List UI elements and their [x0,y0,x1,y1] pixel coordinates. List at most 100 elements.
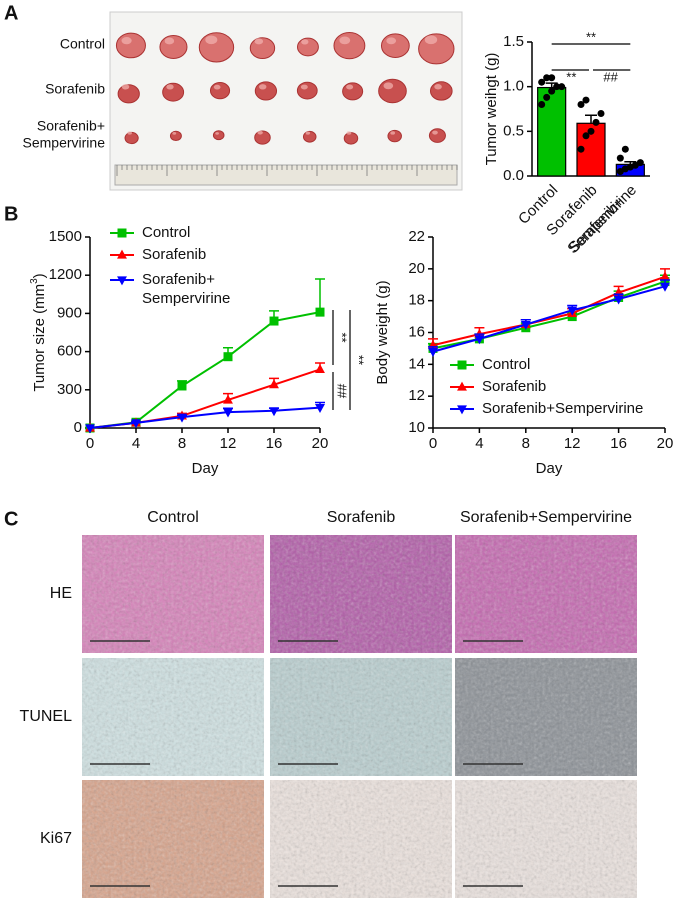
marker [660,271,670,281]
tumor [429,81,453,101]
marker [315,364,325,374]
marker [131,419,141,429]
tumor-highlight [346,131,352,135]
marker [315,404,325,414]
tumor-highlight [257,130,263,135]
marker [315,307,325,317]
series-line [89,368,321,429]
data-point [592,118,600,126]
significance: ** [352,355,367,365]
x-tick-label: 20 [657,435,674,452]
row-label: Ki67 [40,830,72,847]
error-bar [315,278,325,313]
y-tick-label: 0 [74,419,82,436]
tumor-highlight [213,84,221,90]
tumor-highlight [258,84,267,90]
y-axis-label-part: 3 [29,278,40,284]
legend-label: Control [142,224,190,241]
tumor-highlight [305,131,311,135]
y-tick-label: 0.5 [503,122,524,139]
significance: ## [603,69,618,84]
marker [177,413,187,423]
panel-label: C [4,508,18,530]
data-point [538,101,546,109]
significance: ** [586,29,596,44]
tumor-highlight [164,37,175,45]
x-tick-label: 12 [220,435,237,452]
tumor [159,35,188,60]
y-axis-label-part: Tumor size (mm [31,284,48,392]
x-axis-label: Day [536,460,563,477]
tumor-highlight [172,131,177,135]
histology [82,535,637,898]
y-axis-label: Body weight (g) [374,280,391,384]
y-axis-label-part: ) [31,273,48,278]
marker [428,348,438,357]
data-point [538,78,546,86]
series-line [432,280,666,350]
tumor-highlight [166,84,174,90]
x-axis-label: Day [192,460,219,477]
marker [660,282,670,292]
marker [223,352,233,362]
legend-marker [117,276,127,286]
legend-label: Control [482,356,530,373]
photo [109,11,463,191]
data-point [621,145,629,153]
micrograph-texture [455,535,637,653]
micrograph-texture [82,780,264,898]
tumor [296,81,318,100]
x-tick-label: 8 [178,435,186,452]
tumor [117,84,140,104]
significance: ## [335,384,350,399]
data-point [543,74,551,82]
tumor-highlight [432,130,438,135]
tumor-highlight [301,39,309,45]
tumor-highlight [121,37,132,45]
tumor [254,130,271,145]
legend-label: Sorafenib [482,378,546,395]
error-bar [545,82,558,88]
x-tick-label: 0 [86,435,94,452]
x-tick-label: 20 [312,435,329,452]
marker [269,379,279,389]
tumor-highlight [424,35,438,45]
tumor [209,82,231,100]
tumor [212,130,225,141]
series-line [89,406,321,429]
y-axis-label-part: Body weight (g) [374,280,391,384]
data-point [558,83,566,91]
x-tick-label: 16 [266,435,283,452]
y-tick-label: 18 [408,292,425,309]
tumor [387,129,402,143]
micrograph-texture [82,658,264,776]
tumor-highlight [121,84,130,90]
y-tick-label: 14 [408,355,425,372]
y-axis-label: Tumor weihgt (g) [483,53,500,166]
legend-label: Sempervirine [142,290,230,307]
row-label: Sorafenib+ [37,118,105,134]
tumor-highlight [346,84,354,90]
tumor-highlight [390,131,396,135]
x-tick-label: 8 [522,435,530,452]
tumor-highlight [127,131,132,135]
series-line [432,275,666,347]
data-point [636,159,644,167]
tumor-highlight [386,37,397,45]
tumor [254,81,278,101]
legend-marker [457,360,467,370]
data-point [577,145,585,153]
y-axis-label: Tumor size (mm3) [29,273,48,391]
legend-marker [457,381,467,391]
tumor-highlight [300,84,308,90]
data-point [587,127,595,135]
row-label: Sorafenib [45,81,105,97]
data-point [548,87,556,95]
row-label: Control [60,36,105,52]
column-label: Sorafenib [327,509,396,526]
significance: ** [566,69,576,84]
y-tick-label: 1.5 [503,33,524,50]
y-tick-label: 20 [408,260,425,277]
x-tick-label: 4 [132,435,140,452]
